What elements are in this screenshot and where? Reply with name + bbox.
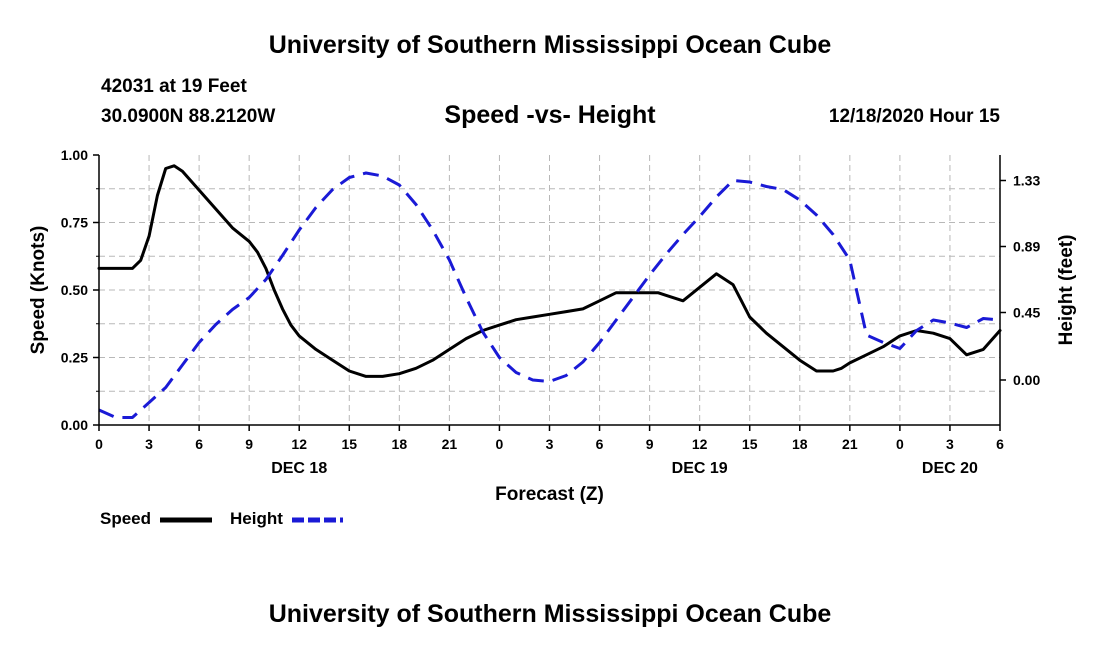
y-tick-label-left: 0.00 <box>61 417 88 433</box>
x-tick-label: 18 <box>392 436 408 452</box>
y-tick-label-left: 0.25 <box>61 350 88 366</box>
x-tick-label: 0 <box>896 436 904 452</box>
x-tick-label: 3 <box>145 436 153 452</box>
axes-layer <box>93 154 1006 431</box>
x-axis-title: Forecast (Z) <box>495 484 604 505</box>
x-tick-label: 21 <box>842 436 858 452</box>
y-tick-label-left: 1.00 <box>61 147 88 163</box>
date-label: DEC 18 <box>271 460 327 477</box>
x-tick-label: 21 <box>442 436 458 452</box>
grid-layer <box>99 155 1000 425</box>
x-tick-label: 9 <box>245 436 253 452</box>
x-tick-label: 12 <box>291 436 307 452</box>
height-series-line <box>98 171 1001 419</box>
y-tick-label-right: 0.89 <box>1013 239 1040 255</box>
y-tick-label-left: 0.75 <box>61 215 88 231</box>
y-axis-title-left: Speed (Knots) <box>28 226 49 355</box>
speed-series-line <box>97 164 1002 378</box>
y-tick-label-right: 0.00 <box>1013 372 1040 388</box>
x-tick-label: 3 <box>546 436 554 452</box>
x-tick-label: 9 <box>646 436 654 452</box>
y-tick-label-right: 0.45 <box>1013 305 1040 321</box>
coordinates-label: 30.0900N 88.2120W <box>101 106 276 127</box>
chart-title: University of Southern Mississippi Ocean… <box>268 31 832 59</box>
x-tick-label: 0 <box>95 436 103 452</box>
station-label: 42031 at 19 Feet <box>101 76 247 97</box>
footer-title: University of Southern Mississippi Ocean… <box>268 600 832 628</box>
chart-subtitle: Speed -vs- Height <box>444 101 656 129</box>
x-tick-label: 18 <box>792 436 808 452</box>
labels-layer: 0 3 6 9 12 15 18 21 0 3 6 9 12 15 18 21 0 3 6 DEC 18 DEC 19 D… <box>28 147 1077 505</box>
x-tick-label: 12 <box>692 436 708 452</box>
x-tick-label: 6 <box>195 436 203 452</box>
legend-speed-label: Speed <box>100 509 152 528</box>
y-tick-label-right: 1.33 <box>1013 173 1040 189</box>
x-tick-label: 0 <box>496 436 504 452</box>
series-layer <box>97 164 1002 419</box>
y-axis-title-right: Height (feet) <box>1056 235 1077 346</box>
x-tick-label: 15 <box>742 436 758 452</box>
date-label: DEC 20 <box>922 460 978 477</box>
date-hour-label: 12/18/2020 Hour 15 <box>828 106 1000 127</box>
y-tick-label-left: 0.50 <box>61 282 88 298</box>
x-tick-label: 3 <box>946 436 954 452</box>
date-label: DEC 19 <box>672 460 728 477</box>
legend-height-label: Height <box>230 509 283 528</box>
x-tick-label: 15 <box>341 436 357 452</box>
x-tick-label: 6 <box>996 436 1004 452</box>
x-tick-label: 6 <box>596 436 604 452</box>
